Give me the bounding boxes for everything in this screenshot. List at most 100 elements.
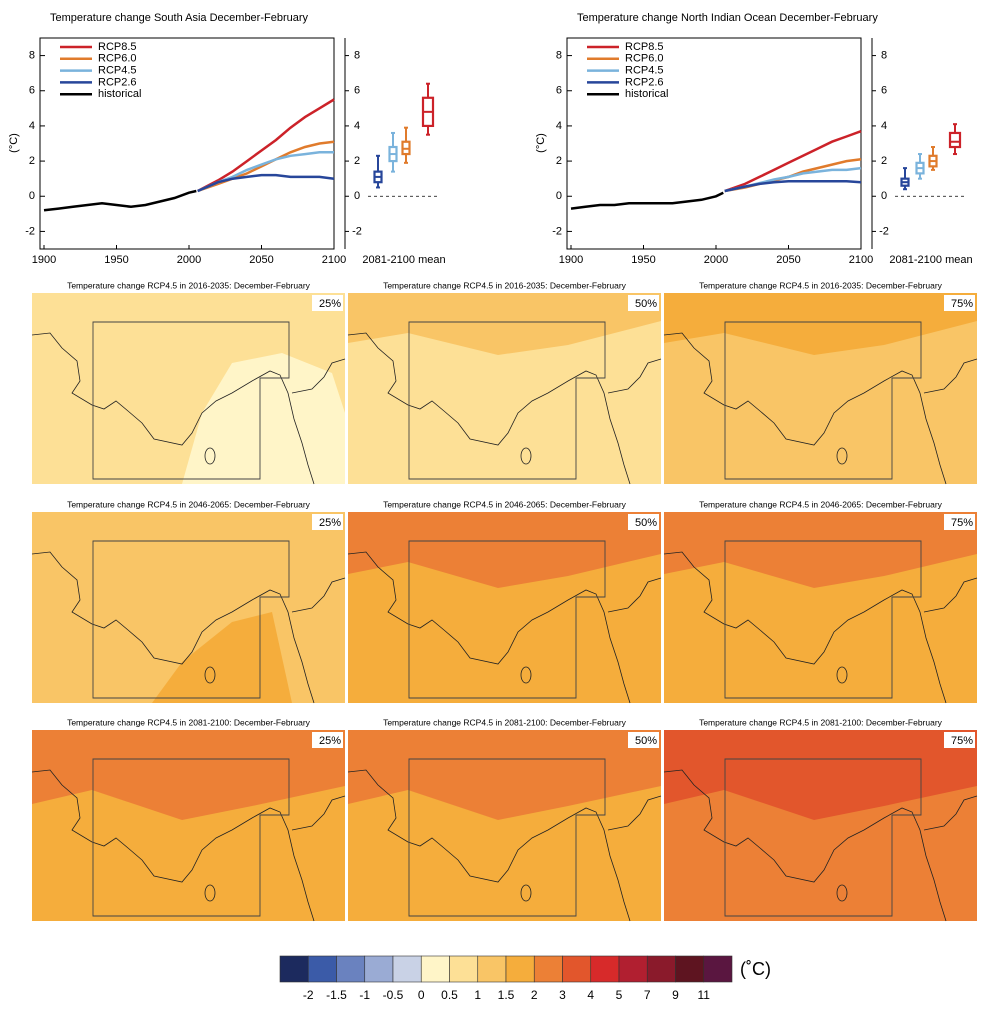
sri-lanka <box>204 666 216 684</box>
map-panel: 50% <box>347 730 662 922</box>
colorbar-label: 0 <box>418 988 425 1002</box>
colorbar-cell <box>420 955 450 983</box>
map-panel: 75% <box>663 730 978 922</box>
region-box <box>724 321 922 480</box>
y-tick-label: 6 <box>556 85 562 97</box>
colorbar-label: 1 <box>474 988 481 1002</box>
series-line <box>197 140 335 193</box>
map-title: Temperature change RCP4.5 in 2081-2100: … <box>699 717 943 727</box>
map-patch <box>32 730 345 820</box>
percentile-label: 25% <box>319 517 341 529</box>
map-title: Temperature change RCP4.5 in 2046-2065: … <box>699 499 943 509</box>
x-tick-label: 2050 <box>249 254 273 266</box>
legend-label: RCP2.6 <box>625 76 664 88</box>
legend-label: RCP6.0 <box>98 53 137 65</box>
map-patch <box>348 730 661 820</box>
percentile-bg <box>312 295 343 311</box>
colorbar-cell <box>307 955 337 983</box>
map-panel: 50% <box>347 293 662 485</box>
map-panel: 50% <box>347 512 662 704</box>
y-tick-label: 2 <box>29 155 35 167</box>
legend-label: RCP8.5 <box>625 41 664 53</box>
percentile-label: 50% <box>635 298 657 310</box>
coastline <box>663 332 947 485</box>
colorbar-cell <box>675 955 705 983</box>
map-panel: 25% <box>31 730 346 922</box>
region-box <box>92 758 290 917</box>
colorbar-cell <box>449 955 479 983</box>
coastline <box>347 332 631 485</box>
y2-tick-label: -2 <box>352 225 362 237</box>
percentile-bg <box>312 732 343 748</box>
map-patch <box>348 512 661 588</box>
y-axis-label: (°C) <box>535 133 547 153</box>
colorbar-label: 4 <box>587 988 594 1002</box>
colorbar-label: 7 <box>644 988 651 1002</box>
percentile-label: 50% <box>635 735 657 747</box>
region-box <box>408 540 606 699</box>
sri-lanka <box>836 447 848 465</box>
sri-lanka <box>204 447 216 465</box>
y-tick-label: 4 <box>556 120 562 132</box>
coastline <box>31 769 315 922</box>
colorbar-label: 0.5 <box>441 988 458 1002</box>
map-panel: 75% <box>663 512 978 704</box>
coastline <box>347 551 631 704</box>
percentile-bg <box>944 514 975 530</box>
colorbar-cell <box>703 955 733 983</box>
y2-tick-label: 6 <box>881 85 887 97</box>
colorbar-cell <box>505 955 535 983</box>
colorbar-label: -0.5 <box>383 988 404 1002</box>
y-tick-label: 0 <box>556 190 562 202</box>
series-line <box>570 191 724 210</box>
map-title: Temperature change RCP4.5 in 2081-2100: … <box>67 717 311 727</box>
coastline <box>923 358 978 394</box>
y-tick-label: 0 <box>29 190 35 202</box>
y-tick-label: 2 <box>556 155 562 167</box>
coastline <box>607 577 662 613</box>
map-title: Temperature change RCP4.5 in 2081-2100: … <box>383 717 627 727</box>
coastline <box>663 769 947 922</box>
map-patch <box>348 293 661 355</box>
x-tick-label: 2100 <box>322 254 346 266</box>
series-line <box>724 130 862 193</box>
map-panel: 25% <box>31 293 346 485</box>
region-box <box>724 758 922 917</box>
colorbar-label: -2 <box>303 988 314 1002</box>
legend-label: RCP4.5 <box>625 65 664 77</box>
series-line <box>724 180 862 193</box>
legend-label: RCP2.6 <box>98 76 137 88</box>
plot-frame <box>39 37 335 250</box>
coastline <box>607 358 662 394</box>
colorbar-label: 9 <box>672 988 679 1002</box>
map-title: Temperature change RCP4.5 in 2016-2035: … <box>699 280 943 290</box>
percentile-bg <box>944 295 975 311</box>
legend-label: historical <box>625 88 668 100</box>
y2-tick-label: 4 <box>354 120 360 132</box>
percentile-bg <box>628 732 659 748</box>
colorbar-cell <box>477 955 507 983</box>
percentile-label: 25% <box>319 735 341 747</box>
coastline <box>607 795 662 831</box>
sri-lanka <box>836 884 848 902</box>
colorbar-cell <box>618 955 648 983</box>
plot-frame <box>566 37 862 250</box>
coastline <box>923 795 978 831</box>
box-label: 2081-2100 mean <box>889 254 972 266</box>
coastline <box>291 358 346 394</box>
y2-tick-label: 8 <box>881 49 887 61</box>
percentile-bg <box>944 732 975 748</box>
y2-tick-label: 0 <box>881 190 887 202</box>
y-tick-label: -2 <box>552 225 562 237</box>
legend-label: historical <box>98 88 141 100</box>
map-patch <box>152 612 292 703</box>
series-line <box>197 98 335 193</box>
y-tick-label: 6 <box>29 85 35 97</box>
percentile-bg <box>628 514 659 530</box>
colorbar-label: -1.5 <box>326 988 347 1002</box>
map-patch <box>664 512 977 588</box>
colorbar-label: 3 <box>559 988 566 1002</box>
colorbar-unit: (˚C) <box>740 959 771 979</box>
map-title: Temperature change RCP4.5 in 2016-2035: … <box>67 280 311 290</box>
sri-lanka <box>836 666 848 684</box>
